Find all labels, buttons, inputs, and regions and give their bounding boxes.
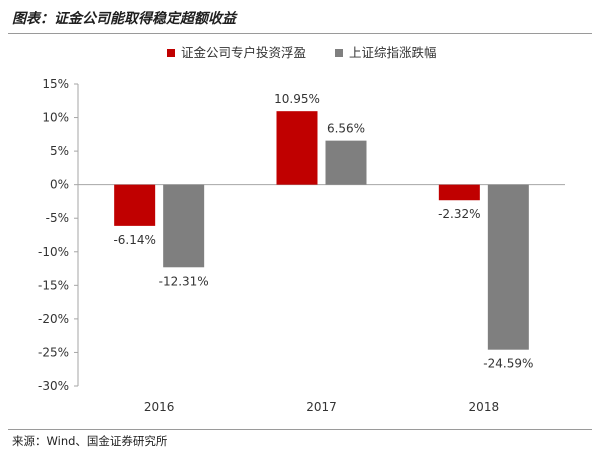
bars [114,111,529,350]
data-label: 10.95% [274,92,320,106]
legend-label-2: 上证综指涨跌幅 [349,45,437,60]
y-tick-label: 15% [42,77,69,91]
legend-label-1: 证金公司专户投资浮盈 [181,45,306,60]
y-tick-label: -25% [38,345,69,359]
data-label: -2.32% [438,207,480,221]
bar-2 [325,140,367,185]
source-note: 来源：Wind、国金证券研究所 [12,434,168,448]
bar-1 [114,184,156,226]
y-tick-label: -30% [38,379,69,393]
y-tick-label: -10% [38,245,69,259]
x-tick-label: 2017 [306,400,337,414]
x-tick-label: 2016 [144,400,175,414]
x-tick-label: 2018 [469,400,500,414]
bar-chart: 证金公司专户投资浮盈 上证综指涨跌幅 15% 10% 5% 0% -5% -10% -15% -… [38,45,565,414]
y-tick-label: 5% [50,144,69,158]
y-tick-label: 10% [42,111,69,125]
y-tick-label: -15% [38,278,69,292]
bar-1 [438,184,480,201]
axes: 15% 10% 5% 0% -5% -10% -15% -20% -25% -30% 2016 201… [38,77,565,414]
chart-title: 图表：证金公司能取得稳定超额收益 [12,11,236,27]
legend: 证金公司专户投资浮盈 上证综指涨跌幅 [167,45,437,60]
footer-divider [8,429,592,430]
data-labels: -6.14% -12.31% 10.95% 6.56% -2.32% -24.59% [113,92,533,371]
title-divider [8,33,592,34]
legend-swatch-2 [335,49,343,57]
data-label: 6.56% [327,122,365,136]
data-label: -24.59% [483,357,533,371]
legend-swatch-1 [167,49,175,57]
y-tick-label: -20% [38,312,69,326]
y-tick-label: 0% [50,178,69,192]
bar-1 [276,111,318,185]
bar-2 [487,184,529,350]
data-label: -6.14% [113,233,155,247]
bar-2 [163,184,205,268]
y-tick-label: -5% [46,211,69,225]
data-label: -12.31% [159,274,209,288]
